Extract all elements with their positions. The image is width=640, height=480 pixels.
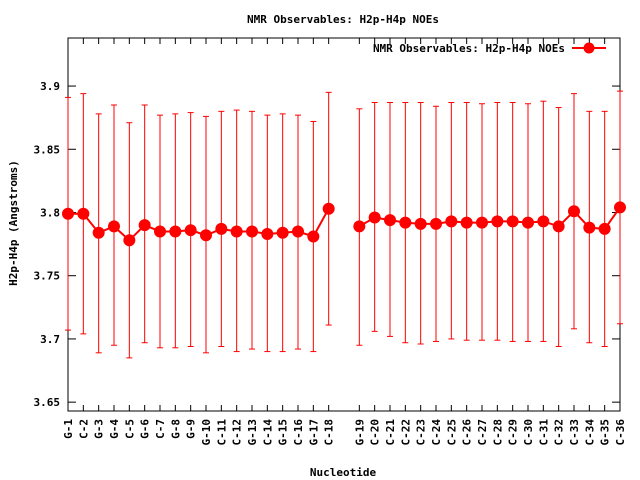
data-point: [292, 225, 304, 238]
x-tick-label: C-5: [123, 419, 136, 439]
x-tick-label: C-23: [415, 419, 428, 446]
x-tick-label: C-26: [461, 419, 474, 446]
x-tick-label: G-17: [307, 419, 320, 446]
x-axis-label: Nucleotide: [310, 466, 377, 479]
legend-label: NMR Observables: H2p-H4p NOEs: [373, 42, 565, 55]
data-point: [123, 234, 136, 247]
legend-marker: [583, 42, 595, 54]
data-point: [154, 225, 166, 238]
x-tick-label: C-31: [537, 419, 550, 446]
x-tick-label: C-18: [323, 419, 336, 446]
x-tick-label: G-35: [599, 419, 612, 446]
x-tick-label: C-33: [568, 419, 581, 446]
axes-layer: 3.653.73.753.83.853.9G-1 C-2 G-3 G-4 C-5 G-6 C…: [34, 37, 627, 446]
data-point: [77, 207, 90, 220]
x-tick-label: C-29: [507, 419, 520, 446]
x-tick-label: C-28: [491, 419, 504, 446]
x-tick-label: C-32: [553, 419, 566, 446]
data-point: [506, 215, 519, 228]
data-point: [552, 220, 565, 233]
data-point: [598, 222, 611, 235]
series-lines-layer: [68, 206, 621, 242]
data-point: [230, 225, 243, 238]
data-point: [384, 214, 396, 227]
y-axis-label: H2p-H4p (Angstroms): [7, 160, 20, 286]
x-tick-label: G-15: [277, 419, 290, 446]
x-tick-label: G-1: [62, 419, 75, 439]
legend: NMR Observables: H2p-H4p NOEs: [373, 42, 606, 55]
x-tick-label: C-30: [522, 419, 535, 446]
x-tick-label: C-11: [215, 419, 228, 446]
series-line: [68, 208, 330, 242]
y-tick-label: 3.65: [34, 396, 61, 409]
y-tick-label: 3.9: [40, 80, 60, 93]
data-point: [200, 229, 212, 242]
plot-frame: [67, 37, 621, 412]
chart-title: NMR Observables: H2p-H4p NOEs: [247, 13, 439, 26]
x-tick-label: C-16: [292, 419, 305, 446]
data-point: [353, 220, 366, 233]
data-point: [322, 202, 335, 215]
data-point: [307, 230, 320, 243]
x-tick-label: C-24: [430, 419, 443, 446]
y-tick-label: 3.85: [34, 143, 61, 156]
x-tick-label: C-14: [261, 419, 274, 446]
series-line: [358, 206, 621, 230]
data-point: [261, 227, 274, 240]
x-tick-label: C-36: [614, 419, 627, 446]
x-tick-label: C-7: [154, 419, 167, 439]
data-point: [108, 220, 120, 233]
x-tick-label: C-2: [77, 419, 90, 439]
data-point: [215, 222, 228, 235]
data-point: [184, 224, 197, 237]
data-point: [399, 216, 412, 229]
data-point: [92, 226, 105, 239]
x-tick-label: G-6: [139, 419, 152, 439]
data-point: [522, 216, 534, 229]
data-point: [276, 226, 289, 239]
x-tick-label: C-25: [445, 419, 458, 446]
x-tick-label: C-20: [369, 419, 382, 446]
x-tick-label: G-8: [169, 419, 182, 439]
data-point: [491, 215, 504, 228]
y-tick-label: 3.7: [40, 333, 60, 346]
x-tick-label: G-9: [185, 419, 198, 439]
x-tick-label: G-4: [108, 419, 121, 439]
data-point: [246, 225, 258, 238]
data-point: [583, 221, 596, 234]
data-points-layer: [62, 201, 626, 247]
data-point: [138, 219, 151, 232]
x-tick-label: G-13: [246, 419, 259, 446]
data-point: [614, 201, 626, 214]
x-tick-label: C-12: [231, 419, 244, 446]
data-point: [414, 217, 427, 230]
data-point: [568, 205, 580, 218]
data-point: [430, 217, 442, 230]
y-tick-label: 3.75: [34, 270, 61, 283]
x-tick-label: C-21: [384, 419, 397, 446]
x-tick-label: G-19: [353, 419, 366, 446]
x-tick-label: C-27: [476, 419, 489, 446]
data-point: [169, 225, 182, 238]
y-tick-label: 3.8: [40, 206, 60, 219]
x-tick-label: C-22: [399, 419, 412, 446]
x-tick-label: G-3: [93, 419, 106, 439]
data-point: [368, 211, 381, 224]
data-point: [537, 215, 550, 228]
data-point: [62, 207, 74, 220]
x-tick-label: C-34: [583, 419, 596, 446]
x-tick-label: G-10: [200, 419, 213, 446]
data-point: [445, 215, 458, 228]
data-point: [476, 216, 488, 229]
data-point: [460, 216, 473, 229]
